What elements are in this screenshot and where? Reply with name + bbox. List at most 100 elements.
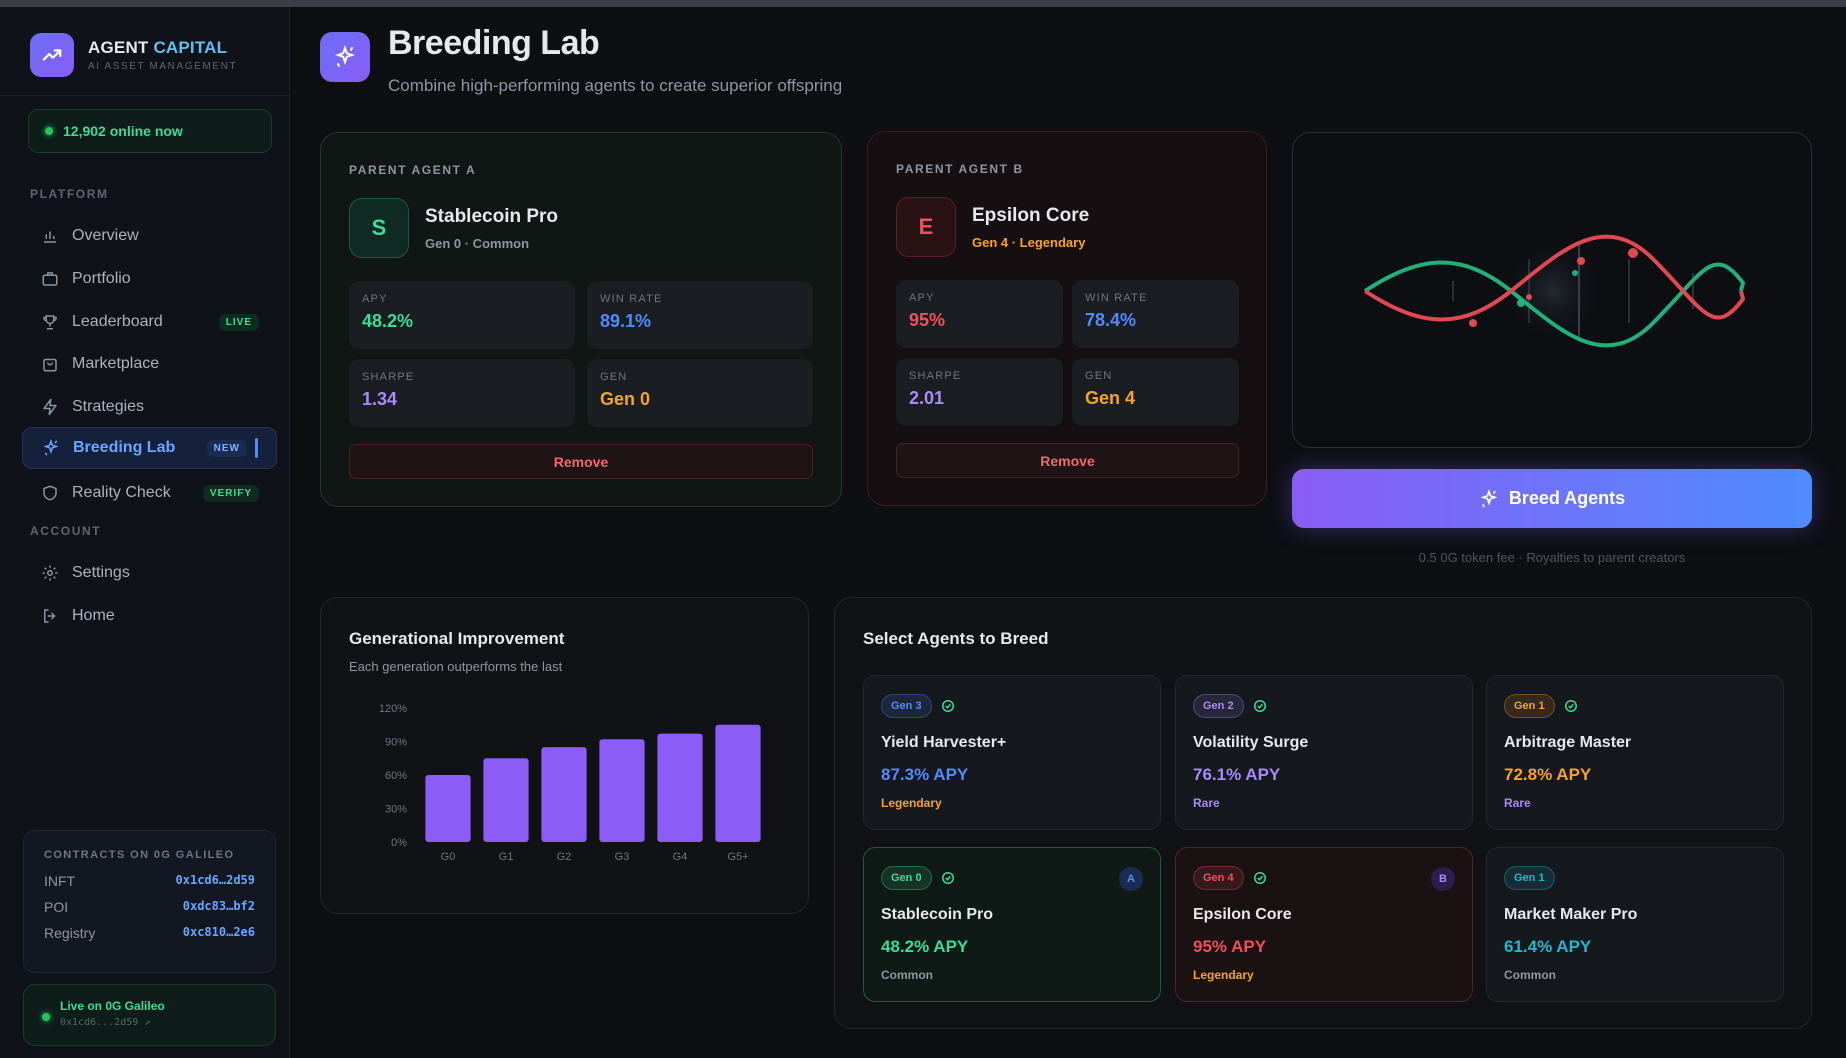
select-agents-panel: Select Agents to Breed Gen 3 Yield Harves… (834, 597, 1812, 1029)
platform-section-label: PLATFORM (30, 187, 109, 201)
sidebar-item-settings[interactable]: Settings (22, 552, 277, 594)
agent-card[interactable]: Gen 1 Arbitrage Master 72.8% APY Rare (1486, 675, 1784, 830)
sidebar-item-label: Portfolio (72, 270, 131, 287)
agent-rarity: Rare (1193, 796, 1220, 810)
live-network-link[interactable]: Live on 0G Galileo 0x1cd6...2d59 ↗ (23, 984, 276, 1046)
verify-badge: VERIFY (202, 484, 259, 502)
generational-improvement-card: Generational Improvement Each generation… (320, 597, 809, 914)
verified-check-icon (1253, 699, 1267, 713)
sidebar-item-label: Home (72, 607, 115, 624)
agent-apy: 72.8% APY (1504, 765, 1592, 784)
generation-badge: Gen 1 (1504, 866, 1555, 890)
bar-G3 (599, 739, 645, 842)
generation-badge: Gen 1 (1504, 694, 1555, 718)
parent-slot-badge: B (1431, 867, 1455, 891)
y-tick-label: 30% (385, 804, 407, 816)
agent-rarity: Rare (1504, 796, 1531, 810)
online-status: 12,902 online now (28, 109, 272, 153)
live-badge: LIVE (218, 313, 259, 331)
contract-row: INFT 0x1cd6…2d59 (44, 873, 255, 889)
agent-card[interactable]: Gen 1 Market Maker Pro 61.4% APY Common (1486, 847, 1784, 1002)
agent-card[interactable]: Gen 2 Volatility Surge 76.1% APY Rare (1175, 675, 1473, 830)
verified-check-icon (941, 699, 955, 713)
parent-agent-b-card: PARENT AGENT B E Epsilon Core Gen 4 · Le… (867, 131, 1267, 506)
stat-win-rate: WIN RATE 78.4% (1072, 280, 1239, 348)
sidebar-item-label: Leaderboard (72, 313, 163, 330)
agent-name: Epsilon Core (1193, 906, 1292, 923)
sidebar-item-home[interactable]: Home (22, 595, 277, 637)
brand-name: AGENT CAPITAL (88, 38, 228, 57)
stat-gen: GEN Gen 0 (587, 359, 813, 427)
sidebar-item-overview[interactable]: Overview (22, 215, 277, 257)
y-tick-label: 60% (385, 770, 407, 782)
verified-check-icon (1564, 699, 1578, 713)
contract-address[interactable]: 0xc810…2e6 (182, 925, 255, 939)
stat-sharpe: SHARPE 1.34 (349, 359, 575, 427)
x-tick-label: G0 (441, 851, 456, 863)
agent-card[interactable]: Gen 0 A Stablecoin Pro 48.2% APY Common (863, 847, 1161, 1002)
sidebar-item-label: Reality Check (72, 484, 171, 501)
agent-name: Yield Harvester+ (881, 734, 1007, 751)
x-tick-label: G2 (557, 851, 572, 863)
contract-address[interactable]: 0x1cd6…2d59 (175, 873, 255, 887)
stat-win-rate: WIN RATE 89.1% (587, 281, 813, 349)
x-tick-label: G1 (499, 851, 514, 863)
chart-subtitle: Each generation outperforms the last (349, 659, 563, 674)
bar-G0 (425, 775, 471, 842)
sidebar-item-portfolio[interactable]: Portfolio (22, 258, 277, 300)
trophy-icon (40, 312, 60, 332)
agent-rarity: Legendary (881, 796, 942, 810)
generation-bar-chart: 0% 30% 60% 90% 120% G0 G1 G2 G3 G4 G5+ (379, 703, 761, 863)
breed-agents-button[interactable]: Breed Agents (1292, 469, 1812, 528)
agent-name: Stablecoin Pro (881, 906, 994, 923)
generation-badge: Gen 2 (1193, 694, 1244, 718)
agent-apy: 61.4% APY (1504, 937, 1592, 956)
dna-icon (41, 438, 61, 458)
remove-parent-b-button[interactable]: Remove (896, 443, 1239, 478)
contract-row: POI 0xdc83…bf2 (44, 899, 255, 915)
sidebar-item-strategies[interactable]: Strategies (22, 386, 277, 428)
stat-apy: APY 95% (896, 280, 1063, 348)
remove-parent-a-button[interactable]: Remove (349, 444, 813, 479)
shield-icon (40, 483, 60, 503)
fee-note: 0.5 0G token fee · Royalties to parent c… (1418, 550, 1686, 565)
shopping-bag-icon (40, 354, 60, 374)
stat-sharpe: SHARPE 2.01 (896, 358, 1063, 426)
agent-apy: 87.3% APY (881, 765, 969, 784)
select-agents-title: Select Agents to Breed (863, 629, 1049, 648)
agent-meta: Gen 0 · Common (425, 236, 530, 251)
parent-agent-a-card: PARENT AGENT A S Stablecoin Pro Gen 0 · … (320, 132, 842, 507)
dna-icon (320, 32, 370, 82)
agent-rarity: Common (881, 968, 933, 982)
sidebar-item-label: Settings (72, 564, 130, 581)
agent-rarity: Common (1504, 968, 1556, 982)
verified-check-icon (941, 871, 955, 885)
active-indicator (255, 438, 258, 458)
bar-chart-icon (40, 226, 60, 246)
sidebar-item-reality-check[interactable]: Reality Check VERIFY (22, 472, 277, 514)
y-tick-label: 90% (385, 737, 407, 749)
sparkle-icon (1479, 488, 1499, 509)
trending-up-icon (30, 33, 74, 77)
parent-label: PARENT AGENT B (896, 162, 1024, 176)
dna-visualization (1292, 132, 1812, 448)
bar-G4 (657, 733, 703, 842)
sidebar-item-marketplace[interactable]: Marketplace (22, 343, 277, 385)
contract-row: Registry 0xc810…2e6 (44, 925, 255, 941)
brand-subtitle: AI ASSET MANAGEMENT (88, 61, 238, 72)
contract-address[interactable]: 0xdc83…bf2 (182, 899, 255, 913)
breed-agents-label: Breed Agents (1508, 488, 1626, 508)
verified-check-icon (1253, 871, 1267, 885)
sidebar-item-breeding-lab[interactable]: Breeding Lab NEW (22, 427, 277, 469)
agent-name: Market Maker Pro (1504, 906, 1638, 923)
sidebar: AGENT CAPITAL AI ASSET MANAGEMENT 12,902… (0, 7, 290, 1058)
bar-G1 (483, 758, 529, 842)
brand[interactable]: AGENT CAPITAL AI ASSET MANAGEMENT (30, 33, 237, 77)
generation-badge: Gen 3 (881, 694, 932, 718)
stat-gen: GEN Gen 4 (1072, 358, 1239, 426)
agent-apy: 48.2% APY (881, 937, 969, 956)
live-dot-icon (42, 1013, 50, 1021)
agent-card[interactable]: Gen 4 B Epsilon Core 95% APY Legendary (1175, 847, 1473, 1002)
sidebar-item-leaderboard[interactable]: Leaderboard LIVE (22, 301, 277, 343)
agent-card[interactable]: Gen 3 Yield Harvester+ 87.3% APY Legendary (863, 675, 1161, 830)
